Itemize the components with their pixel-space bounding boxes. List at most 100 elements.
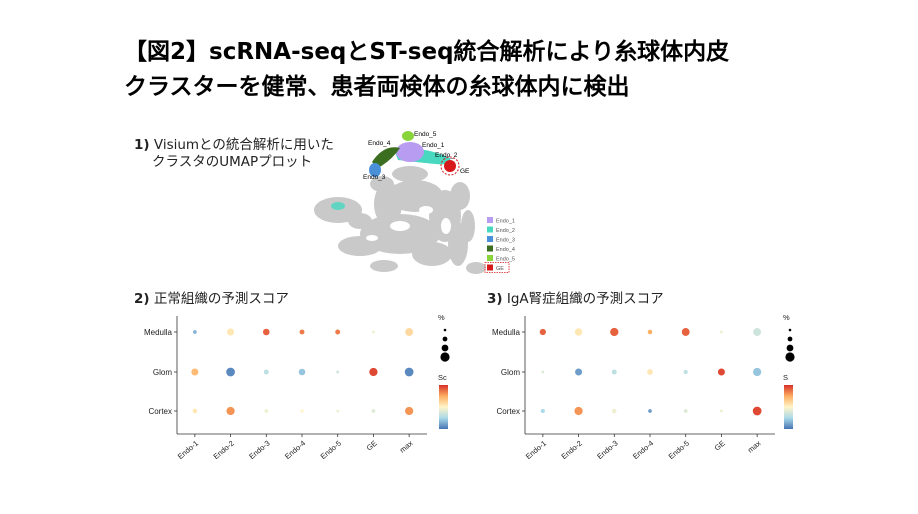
umap-plot: Endo_5 Endo_4 Endo_1 Endo_2 GE Endo_3 En… xyxy=(314,131,515,274)
dot-medulla-endo-3 xyxy=(610,327,619,337)
dot-medulla-endo-2 xyxy=(574,328,583,336)
color-legend-bar xyxy=(439,385,448,429)
dot-medulla-endo-2 xyxy=(227,328,235,336)
umap-endo-4-cluster xyxy=(372,147,400,168)
umap-endo-3-cluster xyxy=(369,163,381,177)
x-tick-label-ge: GE xyxy=(713,439,727,453)
dot-glom-endo-3 xyxy=(263,369,269,375)
dot-cortex-max xyxy=(752,406,762,416)
section-1-line-2: クラスタのUMAPプロット xyxy=(152,154,313,170)
umap-legend-swatch-endo_3 xyxy=(487,236,493,242)
size-legend-dot xyxy=(786,344,794,352)
x-tick-label-endo-3: Endo-3 xyxy=(247,439,271,461)
x-tick-label-max: max xyxy=(746,438,763,454)
umap-ge-highlight-circle xyxy=(440,156,460,176)
section-2-caption: 2) 正常組織の予測スコア xyxy=(134,291,289,308)
size-legend-dot xyxy=(441,344,449,352)
section-1-caption: 1) Visiumとの統合解析に用いた クラスタのUMAPプロット xyxy=(134,137,334,171)
size-legend-dot xyxy=(787,336,793,342)
section-1-line-1: Visiumとの統合解析に用いた xyxy=(153,137,334,153)
umap-legend-label-ge: GE xyxy=(496,266,504,272)
dot-glom-max xyxy=(404,367,414,377)
umap-legend-swatch-endo_1 xyxy=(487,217,493,223)
umap-legend-label-endo_5: Endo_5 xyxy=(496,256,515,262)
y-tick-label-glom: Glom xyxy=(501,368,520,377)
color-legend-bar xyxy=(784,385,793,429)
size-legend-title: % xyxy=(783,313,790,322)
umap-endo-2-outlier-cluster xyxy=(331,202,345,210)
umap-label-endo-1: Endo_1 xyxy=(422,142,445,149)
umap-legend-label-endo_4: Endo_4 xyxy=(496,247,515,253)
dot-cortex-endo-5 xyxy=(336,409,340,413)
size-legend-dot xyxy=(442,336,448,342)
size-legend-dot xyxy=(788,328,792,332)
x-tick-label-endo-5: Endo-5 xyxy=(667,439,691,461)
dot-cortex-endo-4 xyxy=(648,409,652,413)
umap-ge-cluster xyxy=(444,160,456,172)
dot-cortex-endo-1 xyxy=(540,408,545,414)
dot-glom-endo-1 xyxy=(541,370,545,374)
dot-glom-ge xyxy=(369,367,378,377)
umap-label-endo-3: Endo_3 xyxy=(363,174,386,181)
umap-legend-swatch-endo_2 xyxy=(487,226,493,233)
y-tick-label-cortex: Cortex xyxy=(496,407,520,416)
umap-legend-swatch-endo_4 xyxy=(487,245,493,252)
size-legend-title: % xyxy=(438,313,445,322)
x-tick-label-endo-1: Endo-1 xyxy=(524,439,548,461)
y-tick-label-medulla: Medulla xyxy=(492,328,521,337)
dot-cortex-max xyxy=(404,406,414,416)
dot-plot-normal: Medulla Glom Cortex Endo-1 Endo-2 Endo-3 Endo-… xyxy=(144,313,450,461)
dot-glom-ge xyxy=(717,368,725,376)
dot-glom-endo-5 xyxy=(336,370,340,374)
x-tick-label-endo-2: Endo-2 xyxy=(212,439,236,461)
dot-cortex-endo-3 xyxy=(612,408,617,414)
section-3-label: IgA腎症組織の予測スコア xyxy=(506,291,664,307)
dot-cortex-ge xyxy=(371,409,376,413)
section-3-number: 3) xyxy=(487,291,503,307)
color-legend-title: Sc xyxy=(438,373,447,382)
dot-cortex-endo-5 xyxy=(683,409,688,413)
section-2-number: 2) xyxy=(134,291,150,307)
section-1-number: 1) xyxy=(134,137,150,153)
dot-medulla-endo-5 xyxy=(335,329,341,335)
y-tick-label-medulla: Medulla xyxy=(144,328,173,337)
section-3-caption: 3) IgA腎症組織の予測スコア xyxy=(487,291,664,308)
slide-title-line-2: クラスターを健常、患者両検体の糸球体内に検出 xyxy=(124,74,630,100)
dot-cortex-endo-1 xyxy=(192,408,198,414)
dot-glom-endo-3 xyxy=(611,369,617,375)
dot-medulla-endo-1 xyxy=(193,330,197,334)
y-tick-label-glom: Glom xyxy=(153,368,172,377)
size-legend-dot xyxy=(443,328,447,332)
umap-label-ge: GE xyxy=(460,168,470,175)
size-legend-dot xyxy=(440,352,450,362)
dot-medulla-endo-1 xyxy=(539,328,546,336)
dot-cortex-endo-3 xyxy=(264,409,269,413)
umap-legend-label-endo_2: Endo_2 xyxy=(496,228,515,234)
dot-medulla-ge xyxy=(720,330,723,334)
dot-cortex-endo-2 xyxy=(574,406,583,416)
slide-title-line-1: 【図2】scRNA-seqとST-seq統合解析により糸球体内皮 xyxy=(124,39,730,65)
dot-cortex-endo-2 xyxy=(226,406,235,416)
section-2-label: 正常組織の予測スコア xyxy=(153,291,289,307)
dot-plot-iga: Medulla Glom Cortex Endo-1 Endo-2 Endo-3 Endo-… xyxy=(492,313,795,461)
umap-legend-ge-highlight xyxy=(484,262,510,273)
dot-glom-endo-1 xyxy=(191,368,199,376)
x-tick-label-endo-3: Endo-3 xyxy=(595,439,619,461)
dot-medulla-max xyxy=(405,328,414,336)
dot-glom-endo-5 xyxy=(683,369,688,375)
x-tick-label-endo-5: Endo-5 xyxy=(319,439,343,461)
x-tick-label-ge: GE xyxy=(365,439,379,453)
dot-cortex-ge xyxy=(720,409,723,413)
dot-glom-endo-2 xyxy=(226,367,235,377)
x-tick-label-endo-4: Endo-4 xyxy=(283,439,307,461)
x-tick-label-endo-4: Endo-4 xyxy=(631,439,655,461)
umap-legend: Endo_1 Endo_2 Endo_3 Endo_4 Endo_5 GE xyxy=(484,217,515,273)
umap-label-endo-4: Endo_4 xyxy=(368,140,391,147)
umap-background-clusters xyxy=(314,166,486,274)
dot-medulla-endo-5 xyxy=(681,328,690,336)
dot-medulla-endo-4 xyxy=(299,329,305,335)
y-tick-label-cortex: Cortex xyxy=(148,407,172,416)
umap-legend-swatch-ge xyxy=(487,264,493,271)
dot-medulla-ge xyxy=(372,330,375,334)
dot-glom-endo-4 xyxy=(298,368,306,376)
